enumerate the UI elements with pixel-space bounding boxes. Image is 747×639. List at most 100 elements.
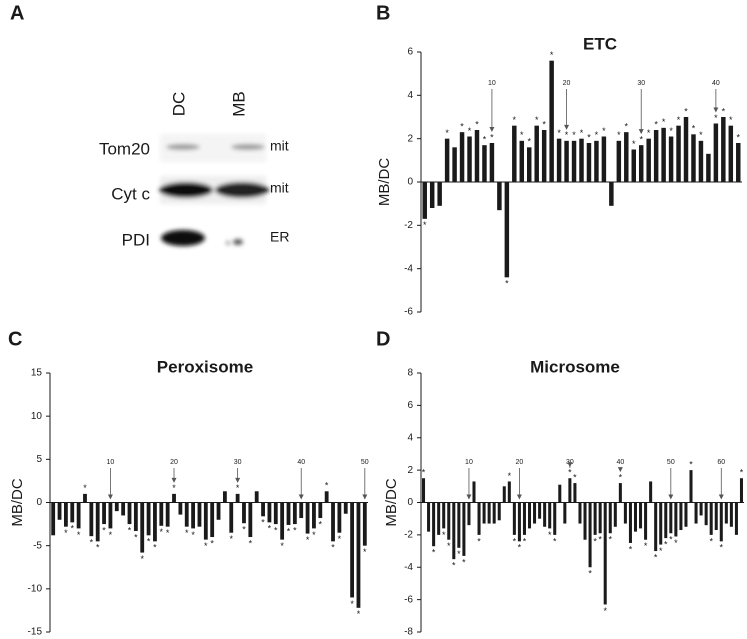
significance-mark: * bbox=[647, 128, 651, 138]
bar bbox=[739, 478, 743, 503]
significance-mark: * bbox=[689, 460, 693, 470]
significance-mark: * bbox=[740, 468, 744, 478]
bar bbox=[305, 502, 310, 534]
bar bbox=[447, 502, 451, 540]
y-tick-label: -4 bbox=[404, 562, 413, 573]
significance-mark: * bbox=[331, 543, 335, 553]
significance-mark: * bbox=[619, 472, 623, 482]
lane-label: DC bbox=[169, 92, 188, 117]
significance-mark: * bbox=[423, 220, 427, 230]
significance-mark: * bbox=[593, 536, 597, 546]
significance-mark: * bbox=[625, 122, 629, 132]
bar bbox=[628, 502, 632, 543]
significance-mark: * bbox=[452, 561, 456, 571]
bar bbox=[638, 145, 644, 182]
row-label: Cyt c bbox=[111, 184, 150, 203]
significance-mark: * bbox=[134, 532, 138, 542]
bar bbox=[140, 502, 145, 553]
bar bbox=[624, 132, 629, 182]
significance-mark: * bbox=[699, 130, 703, 140]
bar bbox=[51, 502, 56, 536]
bar bbox=[578, 502, 582, 524]
x-tick-label: 10 bbox=[488, 80, 496, 87]
significance-mark: * bbox=[475, 119, 479, 129]
bar bbox=[102, 502, 106, 525]
significance-mark: * bbox=[542, 119, 546, 129]
bar bbox=[331, 502, 335, 542]
significance-mark: * bbox=[598, 535, 602, 545]
bar bbox=[646, 138, 651, 182]
bar bbox=[664, 502, 668, 539]
bar bbox=[563, 502, 567, 524]
bar bbox=[452, 502, 456, 560]
y-tick-label: -2 bbox=[404, 220, 413, 231]
bar bbox=[427, 502, 431, 532]
bar bbox=[609, 182, 614, 206]
row-label: PDI bbox=[122, 230, 150, 249]
bar bbox=[593, 502, 597, 535]
significance-mark: * bbox=[363, 547, 367, 557]
arrow-head bbox=[668, 494, 674, 500]
bar bbox=[442, 502, 446, 529]
significance-mark: * bbox=[422, 468, 426, 478]
significance-mark: * bbox=[261, 518, 265, 528]
bar bbox=[504, 182, 510, 278]
significance-mark: * bbox=[505, 279, 509, 289]
significance-mark: * bbox=[518, 543, 522, 553]
bar bbox=[676, 125, 681, 182]
panel-label: C bbox=[8, 328, 22, 350]
significance-mark: * bbox=[462, 557, 466, 567]
bar bbox=[623, 502, 627, 524]
bar bbox=[721, 117, 726, 182]
y-tick-label: -6 bbox=[404, 594, 413, 605]
significance-mark: * bbox=[242, 525, 246, 535]
significance-mark: * bbox=[287, 526, 291, 536]
significance-mark: * bbox=[557, 128, 561, 138]
bar bbox=[429, 182, 435, 208]
significance-mark: * bbox=[490, 132, 494, 142]
significance-mark: * bbox=[513, 536, 517, 546]
bar bbox=[216, 502, 221, 520]
significance-mark: * bbox=[568, 468, 572, 478]
significance-mark: * bbox=[280, 541, 284, 551]
bar bbox=[248, 502, 253, 538]
bar bbox=[133, 502, 138, 531]
significance-mark: * bbox=[513, 115, 517, 125]
bar bbox=[153, 502, 157, 542]
bar bbox=[492, 502, 496, 524]
x-tick-label: 50 bbox=[667, 459, 675, 466]
significance-mark: * bbox=[737, 132, 741, 142]
bar bbox=[121, 502, 126, 516]
arrow-head bbox=[567, 462, 573, 468]
bar bbox=[146, 502, 151, 536]
significance-mark: * bbox=[477, 536, 481, 546]
bar bbox=[734, 502, 738, 535]
significance-mark: * bbox=[432, 548, 436, 558]
arrow-head bbox=[718, 494, 724, 500]
bar bbox=[482, 145, 487, 182]
bar bbox=[527, 147, 532, 182]
bar bbox=[649, 481, 653, 503]
bar bbox=[594, 140, 599, 182]
significance-mark: * bbox=[729, 115, 733, 125]
bar bbox=[533, 502, 537, 524]
bar bbox=[553, 502, 557, 535]
bar bbox=[444, 138, 450, 182]
bar bbox=[579, 138, 584, 182]
significance-mark: * bbox=[71, 524, 75, 534]
bar bbox=[362, 502, 367, 546]
significance-mark: * bbox=[172, 483, 176, 493]
significance-mark: * bbox=[603, 606, 607, 616]
bar bbox=[474, 130, 480, 182]
significance-mark: * bbox=[644, 541, 648, 551]
bar bbox=[543, 502, 547, 527]
bar bbox=[165, 502, 170, 527]
bar bbox=[689, 470, 693, 503]
significance-mark: * bbox=[654, 119, 658, 129]
bar bbox=[534, 125, 539, 182]
significance-mark: * bbox=[96, 543, 100, 553]
panel-label: B bbox=[376, 2, 390, 24]
x-tick-label: 60 bbox=[717, 459, 725, 466]
bar bbox=[613, 502, 617, 527]
